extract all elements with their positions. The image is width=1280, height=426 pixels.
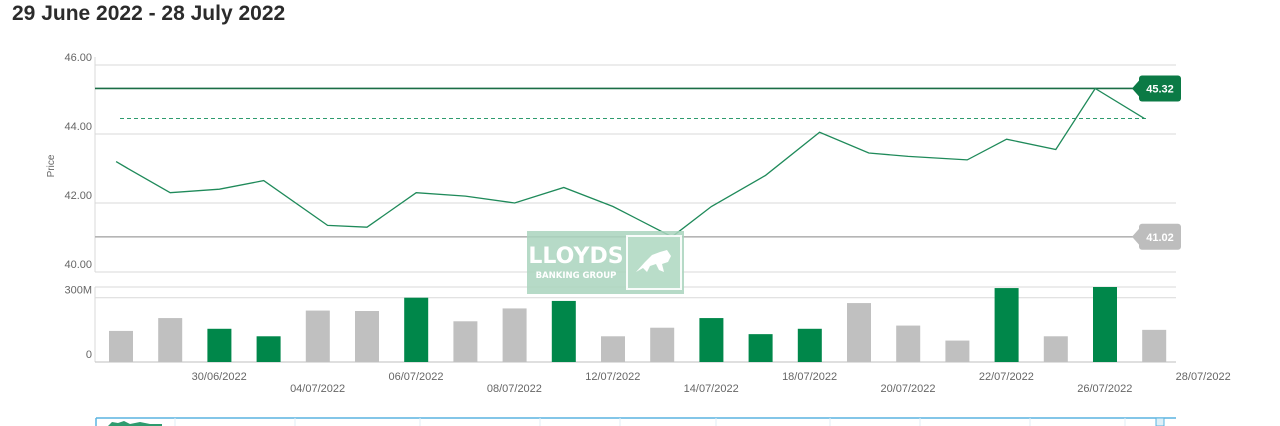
volume-bar [601, 336, 625, 362]
logo-subword: BANKING GROUP [536, 271, 617, 281]
volume-bar [305, 310, 330, 362]
volume-bar [502, 308, 527, 362]
volume-bar [748, 334, 773, 362]
max-price-badge: 45.32 [1132, 75, 1181, 102]
volume-bar [1043, 336, 1068, 362]
volume-bar [896, 325, 921, 362]
x-tick-label: 22/07/2022 [979, 371, 1034, 383]
lloyds-logo: LLOYDS BANKING GROUP [527, 231, 684, 294]
volume-series [109, 287, 1167, 362]
volume-bar [109, 330, 133, 362]
volume-bar [847, 303, 871, 362]
volume-bar [699, 318, 724, 362]
price-line [115, 87, 1145, 238]
max-price-badge-box [1139, 75, 1181, 102]
volume-bar [551, 300, 576, 362]
max-price-badge-pointer [1132, 79, 1140, 98]
volume-bar [1142, 329, 1167, 362]
max-price-badge-text: 45.32 [1146, 83, 1174, 95]
y-tick-label: 40.00 [64, 259, 92, 271]
volume-bar [650, 327, 675, 362]
x-tick-label: 12/07/2022 [585, 371, 640, 383]
x-tick-label: 20/07/2022 [880, 383, 935, 395]
horse-icon [636, 250, 671, 272]
min-price-badge-text: 41.02 [1146, 232, 1174, 244]
volume-bar [994, 288, 1019, 362]
x-tick-label: 30/06/2022 [192, 371, 247, 383]
x-axis-ticks: 30/06/2022 04/07/2022 06/07/2022 08/07/2022… [192, 371, 1231, 395]
x-tick-label: 08/07/2022 [487, 383, 542, 395]
volume-bar [355, 311, 379, 362]
y-axis-ticks: 46.00 44.00 42.00 40.00 300M 0 [64, 52, 92, 361]
y-tick-label: 46.00 [64, 52, 92, 64]
x-tick-label: 14/07/2022 [684, 383, 739, 395]
logo-word: LLOYDS [528, 244, 623, 269]
volume-bar [404, 297, 429, 362]
y-tick-label: 42.00 [64, 190, 92, 202]
range-navigator[interactable] [95, 417, 1176, 426]
y-axis-label: Price [46, 154, 57, 177]
reference-lines [95, 87, 1176, 238]
volume-tick-label: 300M [64, 285, 92, 297]
volume-bar [945, 340, 970, 362]
min-price-badge-pointer [1132, 227, 1140, 246]
x-tick-label: 18/07/2022 [782, 371, 837, 383]
volume-bar [453, 321, 478, 362]
price-series [115, 87, 1145, 238]
value-badges: 45.32 41.02 [1132, 75, 1181, 250]
volume-bar [158, 318, 183, 362]
x-tick-label: 06/07/2022 [388, 371, 443, 383]
x-tick-label: 26/07/2022 [1077, 383, 1132, 395]
volume-bar [797, 328, 822, 362]
page-title: 29 June 2022 - 28 July 2022 [12, 2, 286, 25]
volume-tick-label: 0 [86, 349, 92, 361]
volume-bar [1093, 287, 1117, 362]
navigator-sparkline [108, 421, 162, 426]
x-tick-label: 04/07/2022 [290, 383, 345, 395]
y-tick-label: 44.00 [64, 121, 92, 133]
volume-bar [207, 328, 232, 362]
x-tick-label: 28/07/2022 [1176, 371, 1231, 383]
volume-bar [256, 336, 281, 362]
min-price-badge-box [1139, 223, 1181, 250]
min-price-badge: 41.02 [1132, 223, 1181, 250]
navigator-handle [1155, 417, 1165, 426]
